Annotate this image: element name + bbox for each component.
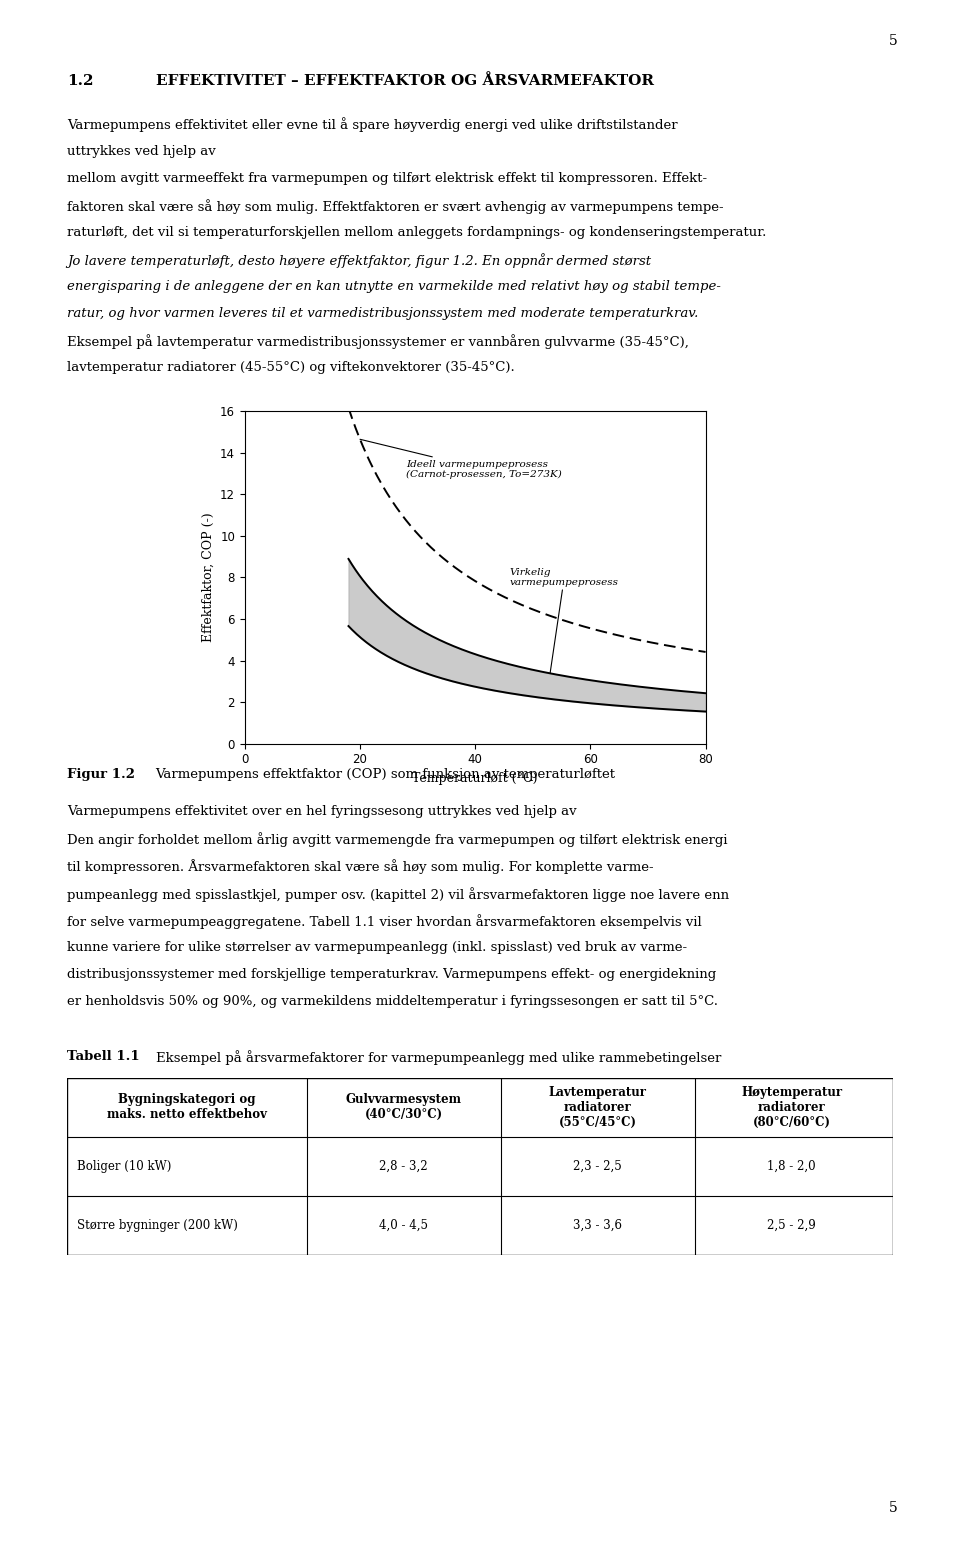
- Text: 2,8 - 3,2: 2,8 - 3,2: [379, 1160, 428, 1173]
- Text: lavtemperatur radiatorer (45-55°C) og viftekonvektorer (35-45°C).: lavtemperatur radiatorer (45-55°C) og vi…: [67, 360, 515, 374]
- Text: distribusjonssystemer med forskjellige temperaturkrav. Varmepumpens effekt- og e: distribusjonssystemer med forskjellige t…: [67, 968, 716, 980]
- Text: Boliger (10 kW): Boliger (10 kW): [77, 1160, 172, 1173]
- Text: Bygningskategori og
maks. netto effektbehov: Bygningskategori og maks. netto effektbe…: [107, 1093, 267, 1121]
- Text: 4,0 - 4,5: 4,0 - 4,5: [379, 1220, 428, 1232]
- Text: Virkelig
varmepumpeprosess: Virkelig varmepumpeprosess: [510, 567, 619, 674]
- Text: for selve varmepumpeaggregatene. Tabell 1.1 viser hvordan årsvarmefaktoren eksem: for selve varmepumpeaggregatene. Tabell …: [67, 914, 702, 929]
- Text: EFFEKTIVITET – EFFEKTFAKTOR OG ÅRSVARMEFAKTOR: EFFEKTIVITET – EFFEKTFAKTOR OG ÅRSVARMEF…: [156, 74, 654, 88]
- Text: Figur 1.2: Figur 1.2: [67, 768, 135, 781]
- Text: 3,3 - 3,6: 3,3 - 3,6: [573, 1220, 622, 1232]
- Text: Ideell varmepumpeprosess
(Carnot-prosessen, To=273K): Ideell varmepumpeprosess (Carnot-prosess…: [360, 439, 562, 479]
- Text: raturløft, det vil si temperaturforskjellen mellom anleggets fordampnings- og ko: raturløft, det vil si temperaturforskjel…: [67, 226, 767, 238]
- Text: pumpeanlegg med spisslastkjel, pumper osv. (kapittel 2) vil årsvarmefaktoren lig: pumpeanlegg med spisslastkjel, pumper os…: [67, 886, 730, 901]
- Text: kunne variere for ulike størrelser av varmepumpeanlegg (inkl. spisslast) ved bru: kunne variere for ulike størrelser av va…: [67, 940, 687, 954]
- Text: Eksempel på lavtemperatur varmedistribusjonssystemer er vannbåren gulvvarme (35-: Eksempel på lavtemperatur varmedistribus…: [67, 334, 689, 349]
- Text: Gulvvarmesystem
(40°C/30°C): Gulvvarmesystem (40°C/30°C): [346, 1093, 462, 1121]
- Text: 1,8 - 2,0: 1,8 - 2,0: [767, 1160, 816, 1173]
- X-axis label: Temperaturløft (°C): Temperaturløft (°C): [413, 771, 538, 785]
- Text: Den angir forholdet mellom årlig avgitt varmemengde fra varmepumpen og tilført e: Den angir forholdet mellom årlig avgitt …: [67, 832, 728, 847]
- Text: 2,5 - 2,9: 2,5 - 2,9: [767, 1220, 816, 1232]
- Text: Høytemperatur
radiatorer
(80°C/60°C): Høytemperatur radiatorer (80°C/60°C): [741, 1085, 842, 1129]
- Text: Jo lavere temperaturløft, desto høyere effektfaktor, figur 1.2. En oppnår dermed: Jo lavere temperaturløft, desto høyere e…: [67, 252, 651, 267]
- Text: uttrykkes ved hjelp av: uttrykkes ved hjelp av: [67, 144, 220, 158]
- Text: mellom avgitt varmeeffekt fra varmepumpen og tilført elektrisk effekt til kompre: mellom avgitt varmeeffekt fra varmepumpe…: [67, 172, 708, 184]
- Text: Lavtemperatur
radiatorer
(55°C/45°C): Lavtemperatur radiatorer (55°C/45°C): [549, 1085, 647, 1129]
- Text: Varmepumpens effektfaktor (COP) som funksjon av temperaturløftet: Varmepumpens effektfaktor (COP) som funk…: [156, 768, 615, 781]
- Text: Større bygninger (200 kW): Større bygninger (200 kW): [77, 1220, 238, 1232]
- Text: Eksempel på årsvarmefaktorer for varmepumpeanlegg med ulike rammebetingelser: Eksempel på årsvarmefaktorer for varmepu…: [156, 1050, 721, 1065]
- Text: til kompressoren. Årsvarmefaktoren skal være så høy som mulig. For komplette var: til kompressoren. Årsvarmefaktoren skal …: [67, 860, 654, 875]
- Text: energisparing i de anleggene der en kan utnytte en varmekilde med relativt høy o: energisparing i de anleggene der en kan …: [67, 280, 721, 292]
- Text: 2,3 - 2,5: 2,3 - 2,5: [573, 1160, 622, 1173]
- Text: Varmepumpens effektivitet eller evne til å spare høyverdig energi ved ulike drif: Varmepumpens effektivitet eller evne til…: [67, 117, 678, 133]
- Text: faktoren skal være så høy som mulig. Effektfaktoren er svært avhengig av varmepu: faktoren skal være så høy som mulig. Eff…: [67, 198, 724, 213]
- Text: 5: 5: [888, 1501, 898, 1515]
- Text: er henholdsvis 50% og 90%, og varmekildens middeltemperatur i fyringssesongen er: er henholdsvis 50% og 90%, og varmekilde…: [67, 996, 718, 1008]
- Text: ratur, og hvor varmen leveres til et varmedistribusjonssystem med moderate tempe: ratur, og hvor varmen leveres til et var…: [67, 306, 699, 320]
- Text: Varmepumpens effektivitet over en hel fyringssesong uttrykkes ved hjelp av: Varmepumpens effektivitet over en hel fy…: [67, 805, 581, 818]
- Y-axis label: Effektfaktor, COP (-): Effektfaktor, COP (-): [202, 513, 214, 642]
- Text: Tabell 1.1: Tabell 1.1: [67, 1050, 140, 1062]
- Text: 5: 5: [888, 34, 898, 48]
- Text: 1.2: 1.2: [67, 74, 94, 88]
